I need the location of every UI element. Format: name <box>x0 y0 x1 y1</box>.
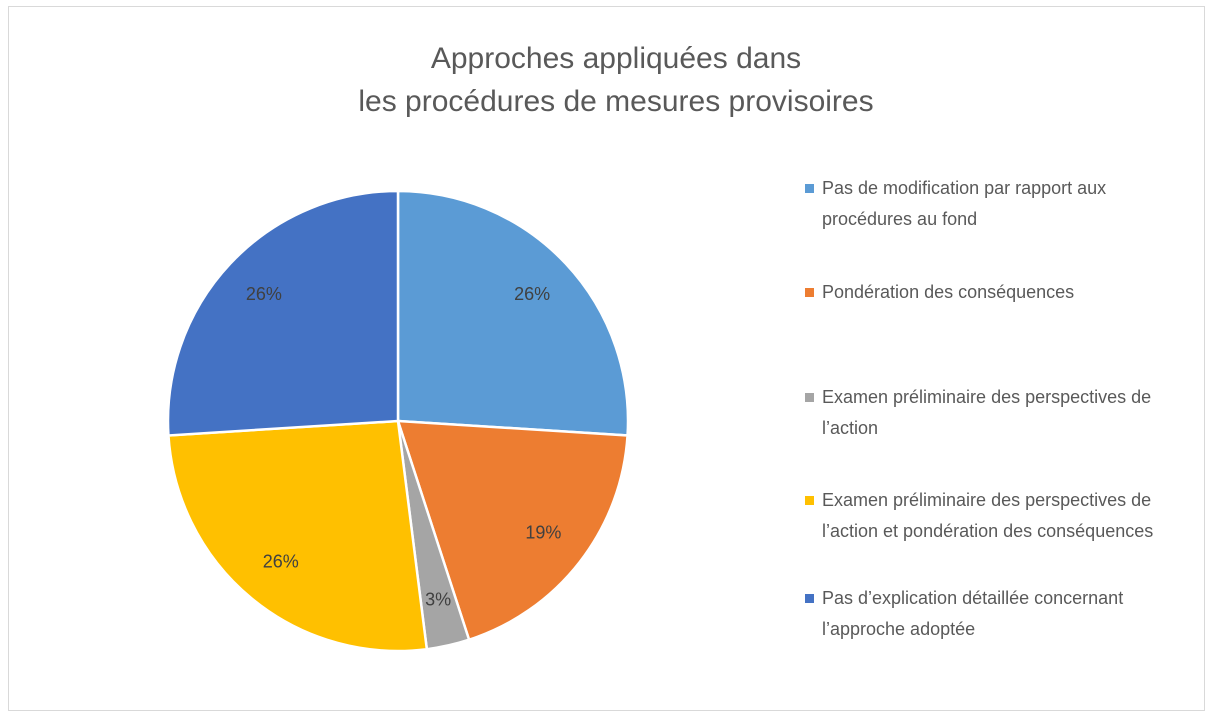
legend-label: Examen préliminaire des perspectives de … <box>822 490 1154 541</box>
chart-title: Approches appliquées dans <box>431 42 801 75</box>
pie-slice <box>167 419 429 653</box>
data-label: 26% <box>263 552 299 572</box>
data-label: 26% <box>246 284 282 304</box>
legend-swatch <box>805 393 814 402</box>
legend-label: Pondération des conséquences <box>822 282 1075 302</box>
pie-slice <box>396 189 630 437</box>
legend-item: Examen préliminaire des perspectives de … <box>805 485 1190 547</box>
legend-label: Examen préliminaire des perspectives de … <box>822 387 1152 438</box>
legend-item: Pas de modification par rapport aux proc… <box>805 173 1190 235</box>
data-label: 3% <box>425 589 451 609</box>
legend-item: Pas d’explication détaillée concernant l… <box>805 583 1190 645</box>
data-label: 26% <box>514 284 550 304</box>
legend-swatch <box>805 288 814 297</box>
pie-slice <box>396 419 629 642</box>
legend-swatch <box>805 594 814 603</box>
legend-item: Pondération des conséquences <box>805 277 1190 308</box>
legend-item: Examen préliminaire des perspectives de … <box>805 382 1190 444</box>
data-label: 19% <box>525 523 561 543</box>
legend-label: Pas d’explication détaillée concernant l… <box>822 588 1124 639</box>
legend-swatch <box>805 496 814 505</box>
pie-slice <box>166 189 400 437</box>
legend-label: Pas de modification par rapport aux proc… <box>822 178 1107 229</box>
legend-swatch <box>805 184 814 193</box>
chart-title: les procédures de mesures provisoires <box>358 85 873 118</box>
